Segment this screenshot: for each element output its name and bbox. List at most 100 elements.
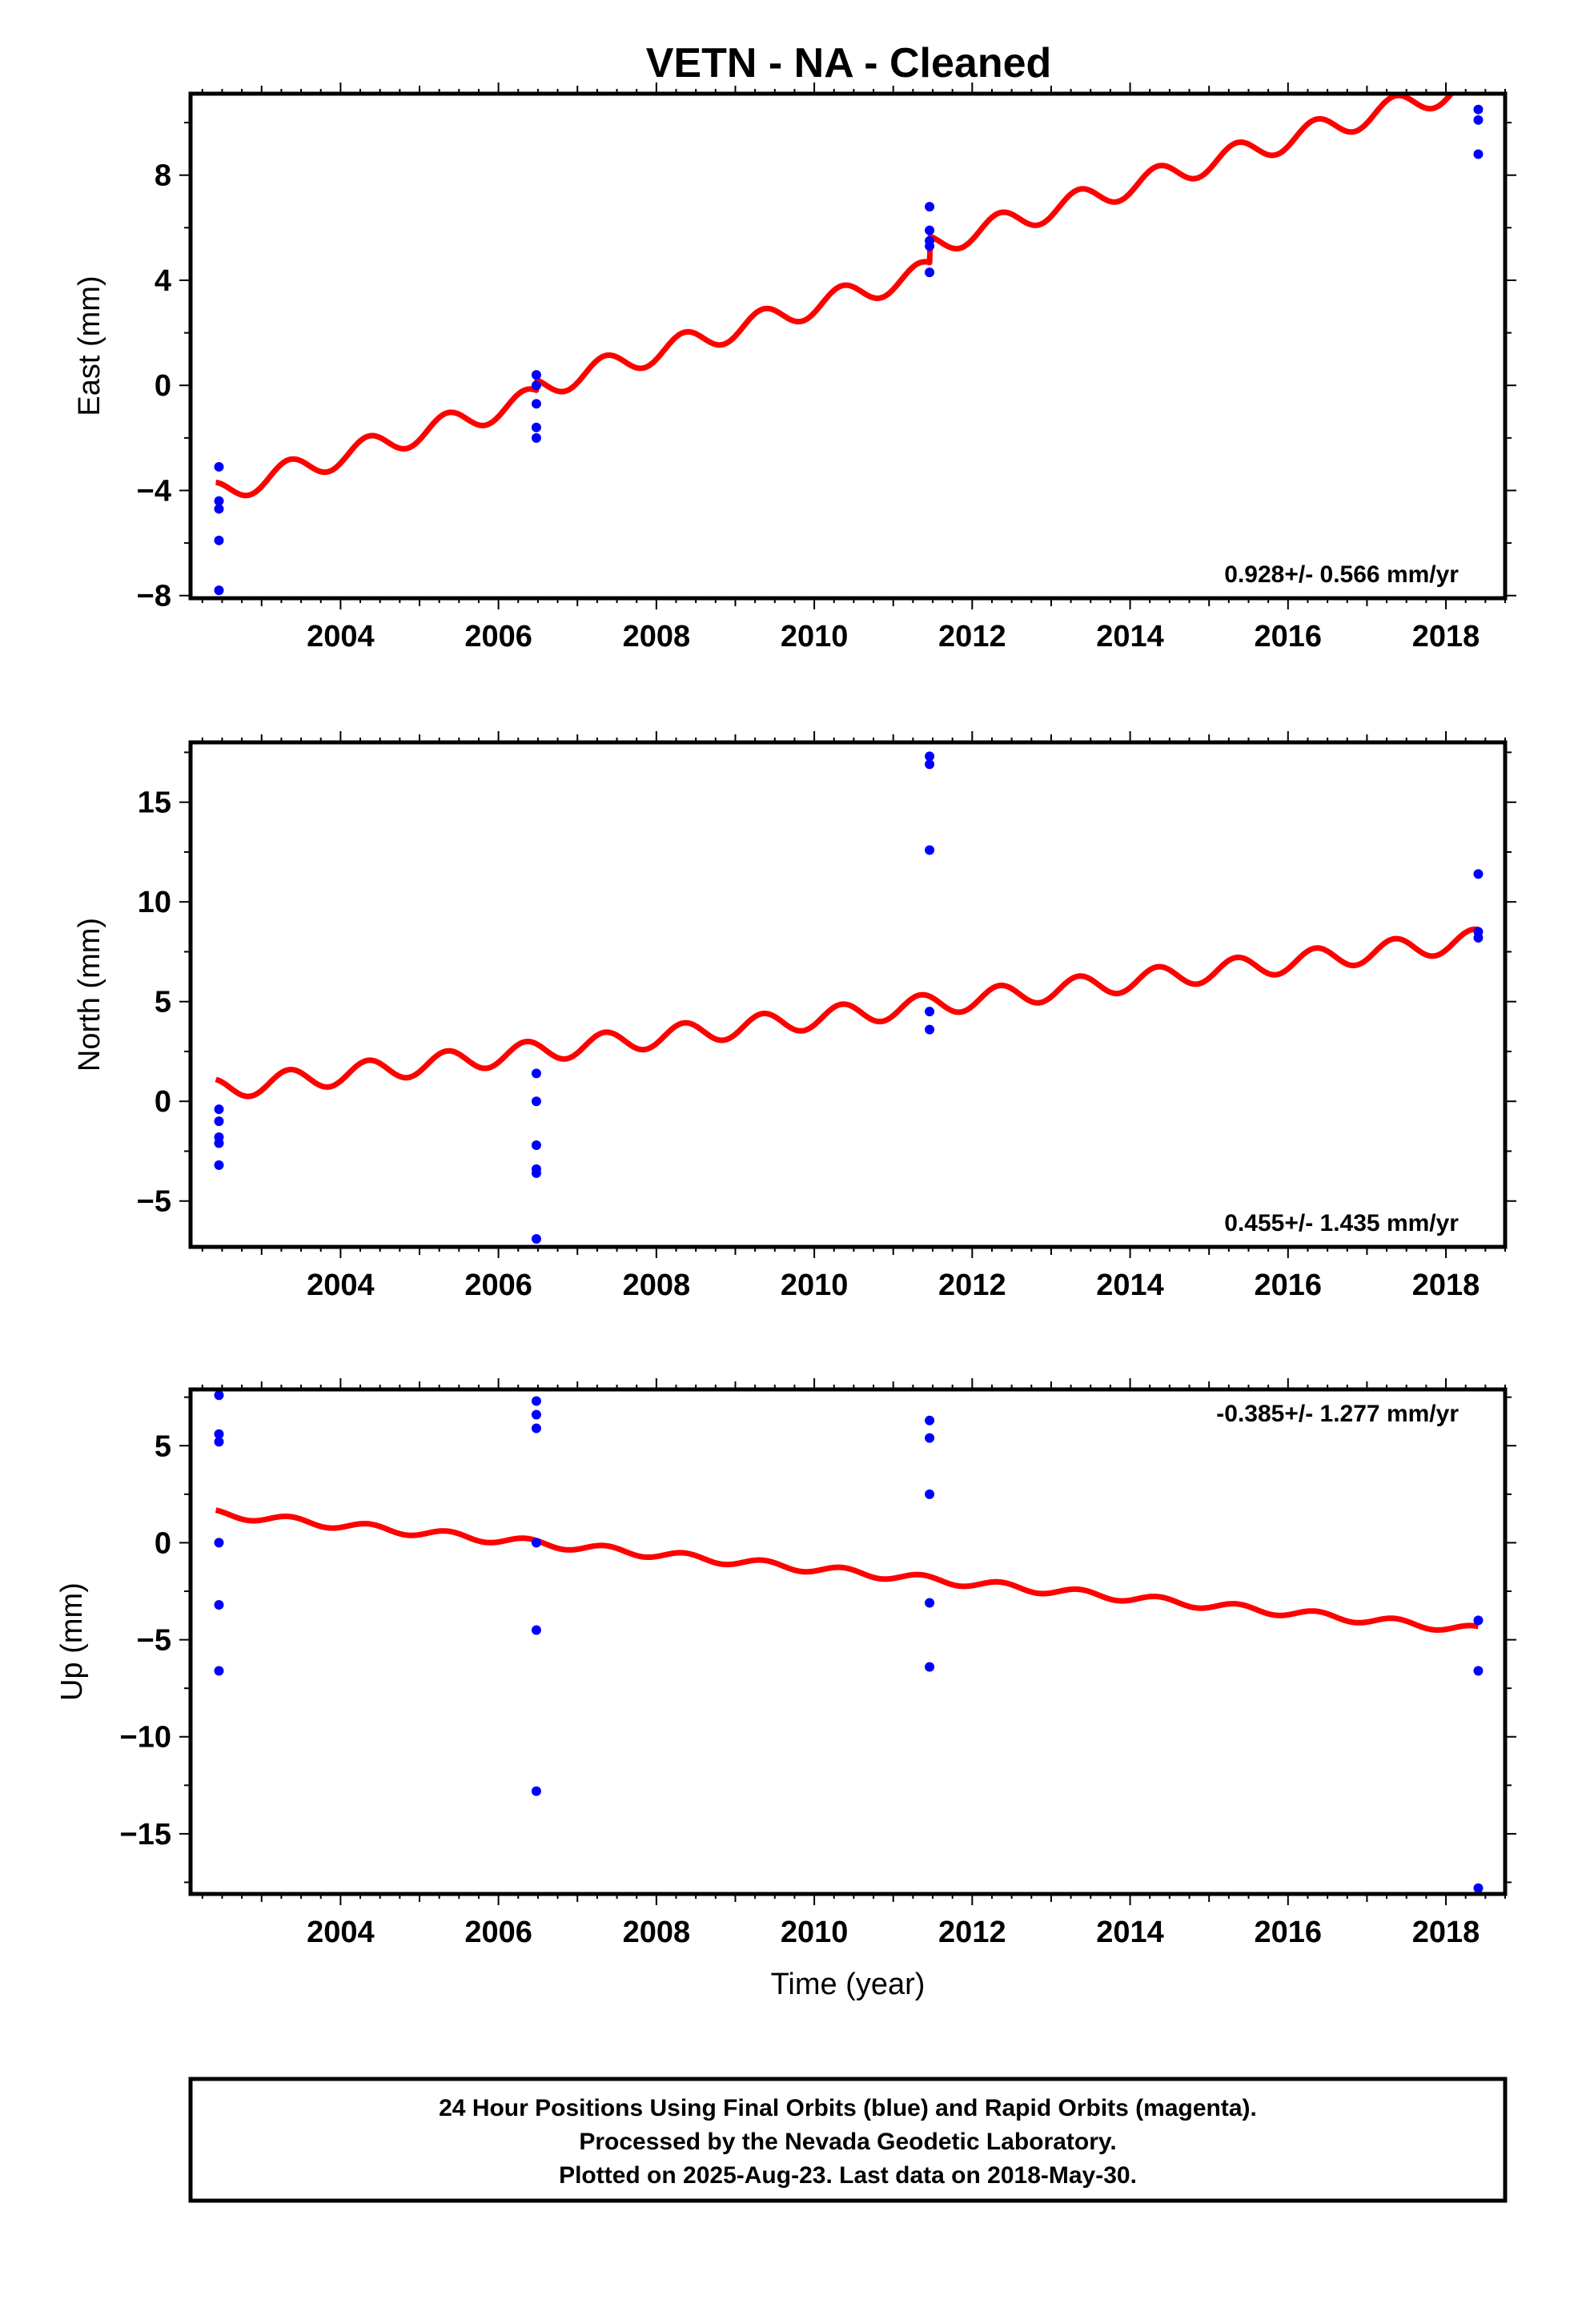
east-y-tick-label: 4 [155, 264, 171, 298]
east-frame [188, 91, 1508, 601]
east-data-point [1473, 149, 1484, 159]
east-data-point [925, 225, 935, 235]
east-rate-label: 0.928+/- 0.566 mm/yr [1224, 561, 1459, 588]
up-data-point [925, 1433, 935, 1443]
up-data-point [214, 1390, 224, 1401]
east-x-ticks [201, 82, 1506, 609]
north-data-point [531, 1068, 541, 1079]
up-x-tick-label: 2006 [464, 1916, 532, 1949]
east-data-point [1473, 115, 1484, 125]
north-data-point [925, 1007, 935, 1017]
east-data-point [214, 496, 224, 506]
up-data-point [214, 1538, 224, 1548]
north-data-point [1473, 933, 1484, 943]
east-data-point [531, 370, 541, 380]
east-x-tick-label: 2018 [1412, 620, 1480, 653]
east-y-axis-label: East (mm) [73, 275, 106, 416]
north-model-curve [214, 926, 1480, 1100]
up-panel: 2004 2006 2008 2010 2012 2014 2016 2018 −15 −10 −5… [55, 1378, 1516, 1949]
east-data-points [214, 104, 1484, 596]
north-x-tick-label: 2018 [1412, 1269, 1480, 1302]
north-rate-label: 0.455+/- 1.435 mm/yr [1224, 1210, 1459, 1236]
footer-line-2: Processed by the Nevada Geodetic Laborat… [579, 2129, 1116, 2155]
north-data-point [925, 1024, 935, 1035]
footer-box: 24 Hour Positions Using Final Orbits (bl… [188, 2077, 1508, 2203]
up-data-point [531, 1625, 541, 1635]
up-model-curve [214, 1507, 1480, 1633]
north-data-point [531, 1168, 541, 1178]
up-data-point [925, 1598, 935, 1608]
north-y-tick-label: 10 [138, 886, 171, 919]
north-y-axis-label: North (mm) [73, 918, 106, 1072]
east-x-tick-label: 2004 [307, 620, 375, 653]
north-x-tick-label: 2014 [1096, 1269, 1164, 1302]
chart-title: VETN - NA - Cleaned [646, 40, 1052, 86]
north-data-point [531, 1096, 541, 1107]
east-x-tick-label: 2016 [1255, 620, 1323, 653]
east-data-point [214, 585, 224, 596]
up-y-tick-label: 5 [155, 1429, 171, 1463]
north-data-point [925, 759, 935, 770]
up-data-point [531, 1396, 541, 1406]
east-data-point [925, 202, 935, 212]
up-data-point [214, 1437, 224, 1447]
up-x-ticks [201, 1378, 1506, 1905]
north-data-point [214, 1116, 224, 1127]
north-panel: 2004 2006 2008 2010 2012 2014 2016 2018 −5 0 5 10 15… [73, 731, 1516, 1302]
east-x-tick-label: 2014 [1096, 620, 1164, 653]
north-data-point [214, 1160, 224, 1170]
up-y-tick-label: −5 [137, 1624, 171, 1658]
east-y-tick-label: −4 [137, 474, 171, 508]
north-data-point [925, 845, 935, 855]
north-x-tick-label: 2006 [464, 1269, 532, 1302]
north-data-point [214, 1104, 224, 1115]
east-data-point [214, 535, 224, 545]
east-y-tick-label: −8 [137, 580, 171, 613]
east-y-tick-label: 0 [155, 369, 171, 403]
north-x-ticks [201, 731, 1506, 1258]
up-data-point [531, 1786, 541, 1796]
up-x-tick-label: 2008 [623, 1916, 691, 1949]
up-data-point [1473, 1615, 1484, 1626]
east-model-curve [214, 94, 1456, 499]
north-data-point [531, 1234, 541, 1244]
up-data-point [1473, 1666, 1484, 1676]
east-data-point [531, 432, 541, 443]
up-x-tick-label: 2004 [307, 1916, 375, 1949]
east-data-point [925, 267, 935, 278]
x-axis-label: Time (year) [771, 1968, 926, 2001]
up-data-point [1473, 1883, 1484, 1893]
up-rate-label: -0.385+/- 1.277 mm/yr [1216, 1401, 1459, 1427]
east-x-tick-label: 2006 [464, 620, 532, 653]
east-x-tick-label: 2010 [781, 620, 849, 653]
up-data-points [214, 1390, 1484, 1893]
north-y-tick-label: −5 [137, 1185, 171, 1219]
up-x-tick-label: 2016 [1255, 1916, 1323, 1949]
east-data-point [1473, 104, 1484, 115]
east-panel: 2004 2006 2008 2010 2012 2014 2016 2018 −8 −4 0 4 8 E… [73, 82, 1516, 653]
up-frame [188, 1387, 1508, 1896]
north-y-tick-label: 0 [155, 1085, 171, 1119]
up-data-point [214, 1429, 224, 1439]
up-x-tick-label: 2010 [781, 1916, 849, 1949]
up-y-tick-label: −15 [120, 1818, 171, 1852]
up-data-point [531, 1538, 541, 1548]
up-data-point [925, 1489, 935, 1499]
north-x-tick-label: 2012 [938, 1269, 1006, 1302]
east-data-point [531, 399, 541, 409]
footer-line-1: 24 Hour Positions Using Final Orbits (bl… [439, 2095, 1257, 2121]
north-x-tick-label: 2016 [1255, 1269, 1323, 1302]
east-x-tick-label: 2012 [938, 620, 1006, 653]
up-y-tick-label: 0 [155, 1526, 171, 1560]
up-data-point [531, 1423, 541, 1433]
up-x-tick-label: 2018 [1412, 1916, 1480, 1949]
up-data-point [214, 1666, 224, 1676]
north-data-point [214, 1138, 224, 1148]
north-frame [188, 740, 1508, 1249]
up-data-point [214, 1599, 224, 1610]
north-x-tick-label: 2004 [307, 1269, 375, 1302]
east-data-point [925, 241, 935, 251]
up-data-point [531, 1409, 541, 1420]
up-x-tick-label: 2012 [938, 1916, 1006, 1949]
